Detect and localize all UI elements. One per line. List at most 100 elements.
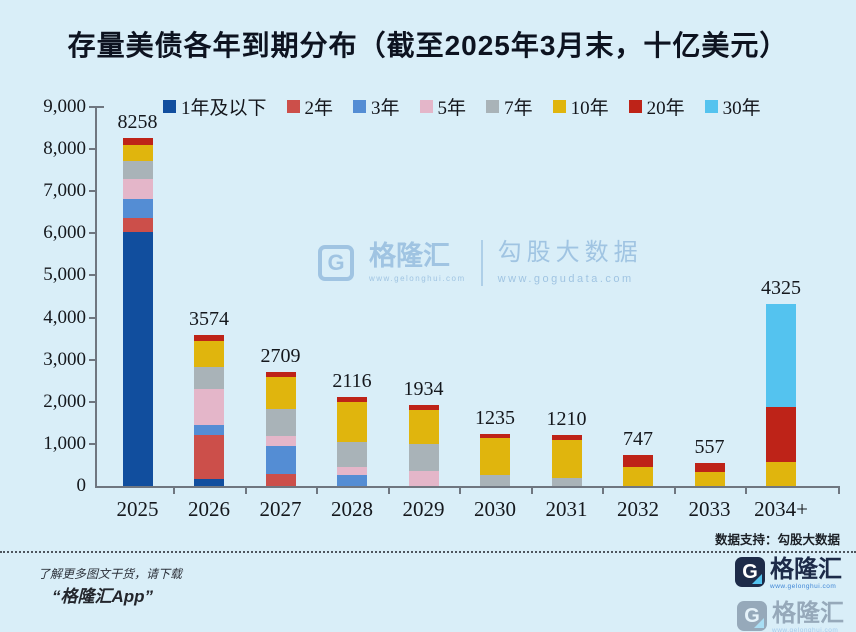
legend-item: 7年 bbox=[486, 93, 533, 120]
bar-segment-3年 bbox=[122, 198, 153, 218]
footer-logo-url: www.gelonghui.com bbox=[770, 583, 837, 591]
bar-segment-20年 bbox=[766, 407, 796, 463]
watermark-brand-url: www.gelonghui.com bbox=[369, 274, 466, 283]
y-tick-label: 9,000 bbox=[43, 96, 86, 117]
bar-segment-10年 bbox=[766, 462, 796, 486]
bar-segment-20年 bbox=[194, 335, 224, 341]
bar-total-label: 4325 bbox=[761, 276, 801, 299]
bar-segment-20年 bbox=[337, 396, 367, 402]
dotted-separator bbox=[0, 551, 856, 553]
bar-segment-10年 bbox=[337, 401, 367, 443]
data-support-credit: 数据支持：勾股大数据 bbox=[714, 533, 840, 547]
gelonghui-footer-logo: G 格隆汇 www.gelonghui.com bbox=[735, 556, 842, 591]
bar-total-label: 1235 bbox=[475, 406, 515, 429]
y-tick bbox=[89, 442, 95, 445]
legend-swatch-icon bbox=[486, 100, 500, 113]
watermark-brand-block: 格隆汇 www.gelonghui.com bbox=[369, 241, 466, 284]
bar-segment-10年 bbox=[408, 409, 439, 444]
watermark-right-title: 勾股大数据 bbox=[497, 239, 643, 266]
legend-label: 20年 bbox=[646, 98, 685, 119]
bar-segment-10年 bbox=[480, 438, 510, 476]
y-tick-label: 8,000 bbox=[43, 138, 86, 160]
x-category-label: 2031 bbox=[545, 497, 588, 521]
footer-logo-name: 格隆汇 bbox=[772, 600, 844, 627]
bar-segment-5年 bbox=[337, 466, 367, 476]
x-category-label: 2029 bbox=[402, 497, 445, 521]
y-tick bbox=[89, 400, 95, 403]
center-watermark: G 格隆汇 www.gelonghui.com 勾股大数据 www.goguda… bbox=[318, 240, 643, 286]
x-category-label: 2034+ bbox=[754, 497, 808, 521]
gelonghui-logo-icon: G bbox=[318, 245, 354, 281]
bar-segment-7年 bbox=[480, 475, 510, 486]
legend-item: 5年 bbox=[419, 93, 466, 120]
legend-swatch-icon bbox=[628, 100, 642, 113]
legend-label: 10年 bbox=[570, 98, 609, 119]
logo-triangle-icon bbox=[752, 574, 762, 584]
logo-letter: G bbox=[744, 604, 760, 627]
promo-app-name: “格隆汇App” bbox=[52, 587, 154, 606]
bar-segment-3年 bbox=[337, 475, 367, 486]
bar-total-label: 747 bbox=[623, 427, 653, 450]
x-category-label: 2025 bbox=[116, 497, 159, 521]
legend-item: 3年 bbox=[353, 93, 400, 120]
y-axis-top-tick bbox=[95, 106, 104, 108]
bar-segment-20年 bbox=[694, 462, 725, 473]
y-tick bbox=[89, 316, 95, 319]
watermark-brand: 格隆汇 bbox=[369, 241, 450, 271]
page-title: 存量美债各年到期分布（截至2025年3月末，十亿美元） bbox=[67, 30, 789, 61]
legend-swatch-icon bbox=[704, 100, 718, 113]
bar-segment-7年 bbox=[337, 442, 367, 467]
y-tick bbox=[89, 232, 95, 235]
legend-label: 3年 bbox=[371, 98, 400, 119]
legend-label: 1年及以下 bbox=[181, 98, 267, 119]
x-tick bbox=[316, 488, 319, 494]
legend-swatch-icon bbox=[419, 100, 433, 113]
bar-segment-2年 bbox=[122, 217, 153, 233]
bar-total-label: 2709 bbox=[260, 344, 301, 367]
logo-letter: G bbox=[327, 250, 345, 275]
legend-item: 20年 bbox=[628, 93, 685, 120]
footer-logo-url: www.gelonghui.com bbox=[772, 627, 839, 632]
bar-segment-3年 bbox=[194, 424, 224, 436]
legend-swatch-icon bbox=[552, 100, 566, 113]
bar-segment-1年及以下 bbox=[122, 232, 153, 486]
y-tick bbox=[89, 106, 95, 108]
bar-segment-7年 bbox=[265, 408, 296, 436]
legend-item: 2年 bbox=[286, 93, 333, 120]
y-tick-label: 5,000 bbox=[43, 264, 86, 286]
bar-segment-10年 bbox=[694, 472, 725, 486]
bar-total-label: 557 bbox=[694, 435, 725, 458]
y-tick bbox=[89, 148, 95, 151]
gelonghui-g-icon: G bbox=[737, 601, 767, 631]
y-tick-label: 7,000 bbox=[43, 180, 86, 202]
bar-segment-10年 bbox=[265, 377, 296, 409]
x-tick bbox=[673, 488, 676, 494]
bar-segment-7年 bbox=[194, 366, 224, 389]
x-tick bbox=[244, 488, 247, 494]
bar-segment-7年 bbox=[551, 477, 582, 486]
bar-segment-20年 bbox=[265, 371, 296, 378]
x-tick bbox=[530, 488, 533, 494]
bar-segment-5年 bbox=[194, 388, 224, 425]
bar-total-label: 2116 bbox=[332, 369, 372, 392]
watermark-right-block: 勾股大数据 www.gogudata.com bbox=[497, 239, 643, 286]
footer-logo-name: 格隆汇 bbox=[770, 556, 842, 583]
y-tick-label: 0 bbox=[76, 475, 87, 496]
x-category-label: 2026 bbox=[188, 497, 230, 521]
bar-segment-10年 bbox=[623, 466, 653, 486]
gelonghui-g-icon: G bbox=[735, 557, 765, 587]
x-tick bbox=[387, 488, 390, 494]
bar-segment-3年 bbox=[265, 446, 296, 474]
legend-item: 30年 bbox=[704, 93, 761, 120]
footer-logo-text: 格隆汇 www.gelonghui.com bbox=[770, 556, 842, 591]
x-category-label: 2033 bbox=[688, 497, 731, 521]
bar-segment-20年 bbox=[551, 435, 582, 441]
legend-swatch-icon bbox=[163, 100, 176, 113]
bar-segment-7年 bbox=[122, 161, 153, 179]
bar-segment-20年 bbox=[408, 404, 439, 410]
bar-segment-10年 bbox=[122, 144, 153, 162]
bar-segment-5年 bbox=[265, 435, 296, 447]
x-tick bbox=[173, 488, 176, 494]
x-category-label: 2030 bbox=[474, 497, 516, 521]
y-tick bbox=[89, 274, 95, 277]
